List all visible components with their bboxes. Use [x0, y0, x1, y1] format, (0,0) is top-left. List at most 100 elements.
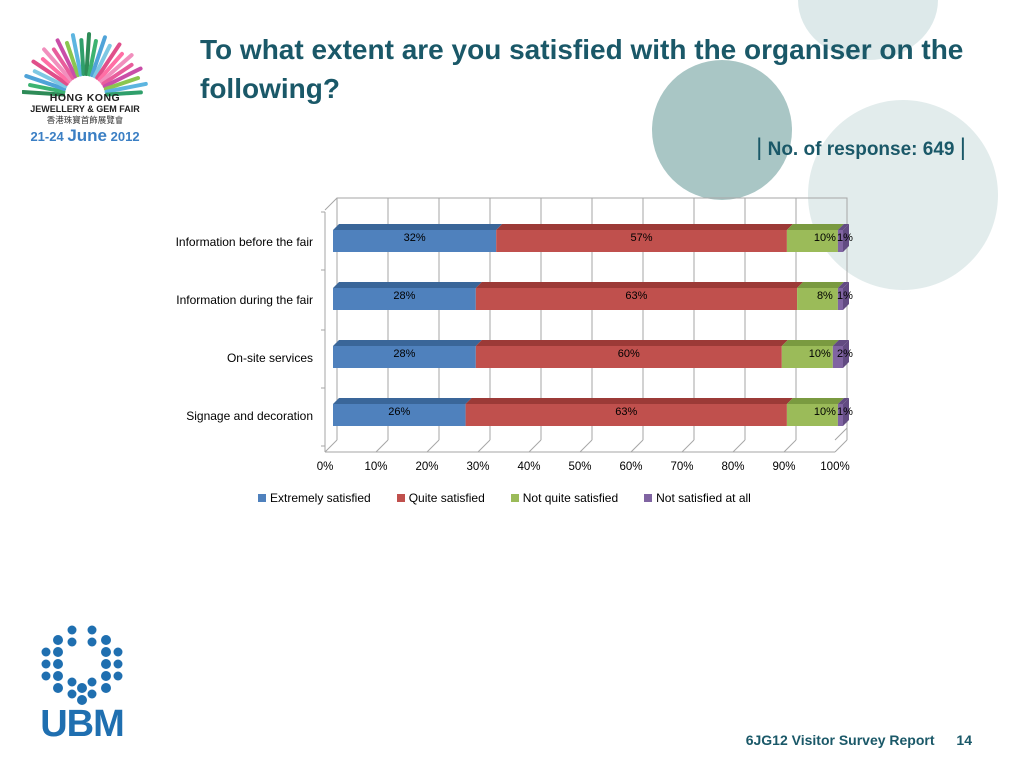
fair-logo-date-year: 2012 [110, 129, 140, 144]
data-label: 8% [817, 290, 833, 302]
data-label: 1% [837, 290, 853, 302]
bar-segment [475, 288, 798, 310]
response-count-bar-left: | [756, 134, 763, 161]
bar-segment-top [333, 398, 472, 404]
bar-segment-side [843, 340, 849, 368]
gridline-floor [426, 439, 440, 453]
fair-logo-text: HONG KONG JEWELLERY & GEM FAIR 香港珠寶首飾展覽會… [22, 92, 148, 146]
fan-ray [97, 51, 124, 82]
fair-logo-line3: 香港珠寶首飾展覽會 [46, 115, 124, 125]
gridline-floor [834, 439, 848, 453]
ubm-dot [53, 683, 63, 693]
category-label: Information during the fair [176, 293, 313, 307]
bar-segment [786, 404, 838, 426]
legend-swatch-not-at-all [644, 494, 653, 502]
fan-ray [28, 83, 66, 94]
bar-segment-top [832, 340, 849, 346]
data-label: 63% [615, 406, 637, 418]
bar-segment-top [475, 340, 788, 346]
fan-ray [104, 81, 148, 94]
bar-segment [797, 288, 838, 310]
fan-ray [87, 39, 98, 77]
fan-ray [95, 42, 122, 80]
gridline-floor [783, 439, 797, 453]
bar-segment [837, 404, 843, 426]
legend-swatch-quite [396, 494, 405, 502]
fan-ray [103, 75, 141, 91]
bar-segment [786, 230, 838, 252]
bar-segment-top [837, 224, 849, 230]
legend-label-quite: Quite satisfied [408, 491, 485, 505]
response-count-text: No. of response: 649 [767, 139, 955, 160]
bar-segment-top [333, 282, 482, 288]
bar-segment-top [837, 282, 849, 288]
data-label: 10% [814, 406, 836, 418]
fan-ray [102, 66, 143, 89]
ubm-dot [53, 635, 63, 645]
bar-segment [832, 346, 843, 368]
bar-segment-top [837, 398, 849, 404]
ubm-dot [87, 637, 97, 647]
x-tick-label: 70% [670, 461, 693, 473]
bar-segment [465, 404, 787, 426]
ubm-dot [113, 659, 123, 669]
gridline-floor [732, 439, 746, 453]
legend-item-not-quite: Not quite satisfied [510, 491, 619, 505]
bar-segment-top [781, 340, 839, 346]
data-label: 60% [618, 348, 640, 360]
ubm-dot [87, 677, 97, 687]
response-count-bar-right: | [959, 134, 966, 161]
chart-legend: Extremely satisfied Quite satisfied Not … [258, 491, 751, 505]
x-tick-label: 90% [772, 461, 795, 473]
ubm-dot [101, 647, 111, 657]
ubm-dot [101, 635, 111, 645]
x-tick-label: 100% [820, 461, 849, 473]
ubm-dot [77, 683, 87, 693]
data-label: 28% [393, 290, 415, 302]
ubm-dot [113, 671, 123, 681]
data-label: 10% [809, 348, 831, 360]
bar-segment-top [786, 224, 844, 230]
legend-item-quite: Quite satisfied [396, 491, 485, 505]
data-label: 2% [837, 348, 853, 360]
data-label: 57% [631, 232, 653, 244]
fan-ray [90, 35, 107, 78]
gridline-floor [324, 439, 338, 453]
legend-label-not-quite: Not quite satisfied [522, 491, 619, 505]
legend-item-extremely: Extremely satisfied [258, 491, 371, 505]
legend-swatch-not-quite [510, 494, 519, 502]
ubm-dot [53, 659, 63, 669]
x-tick-label: 60% [619, 461, 642, 473]
category-label: On-site services [227, 351, 313, 365]
bar-segment-side [843, 224, 849, 252]
gridline-floor [681, 439, 695, 453]
ubm-dot [67, 689, 77, 699]
fan-ray [51, 47, 75, 80]
bar-segment [475, 346, 782, 368]
fan-ray [64, 40, 80, 78]
fan-ray [101, 62, 134, 86]
x-tick-label: 50% [568, 461, 591, 473]
fair-logo-date-month: June [67, 126, 107, 145]
gridline-floor [477, 439, 491, 453]
data-label: 28% [393, 348, 415, 360]
ubm-dot [101, 659, 111, 669]
bar-segment [837, 288, 843, 310]
fan-ray [24, 74, 67, 91]
fan-ray [70, 33, 83, 77]
jewellery-fair-logo-icon [22, 32, 148, 97]
footer: 6JG12 Visitor Survey Report 14 [746, 732, 972, 748]
ubm-dot [77, 695, 87, 705]
legend-item-not-at-all: Not satisfied at all [644, 491, 751, 505]
legend-label-not-at-all: Not satisfied at all [656, 491, 751, 505]
bar-segment [333, 288, 476, 310]
bar-segment-top [465, 398, 793, 404]
ubm-dot [41, 671, 51, 681]
bar-segment [333, 346, 476, 368]
bar-segment-side [843, 282, 849, 310]
x-tick-label: 40% [517, 461, 540, 473]
response-count: | No. of response: 649 | [756, 134, 966, 162]
ubm-logo-icon [41, 625, 123, 705]
page-title: To what extent are you satisfied with th… [200, 34, 964, 104]
